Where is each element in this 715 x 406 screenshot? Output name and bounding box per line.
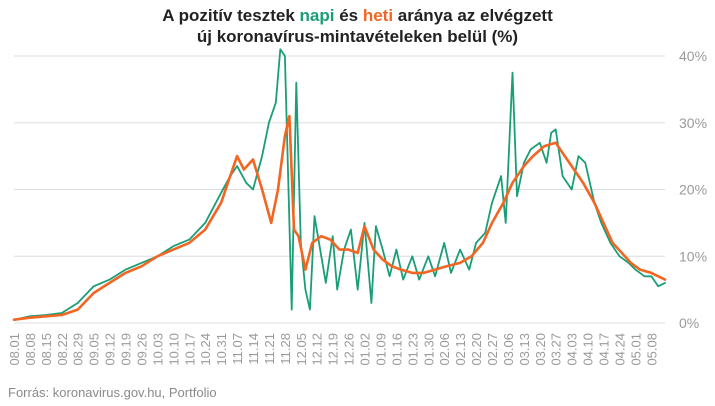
- x-tick-label: 11.14: [246, 333, 261, 365]
- y-tick-label: 10%: [679, 248, 707, 264]
- x-tick-label: 05.08: [644, 333, 659, 366]
- x-tick-label: 04.24: [612, 333, 627, 366]
- chart-title-line1: A pozitív tesztek napi és heti aránya az…: [162, 6, 553, 25]
- x-tick-label: 04.03: [565, 333, 580, 366]
- x-tick-label: 02.13: [453, 333, 468, 366]
- title-heti-word: heti: [362, 6, 394, 25]
- x-tick-label: 10.10: [166, 333, 181, 366]
- x-tick-label: 08.08: [23, 333, 38, 366]
- chart-title-line2: új koronavírus-mintavételeken belül (%): [196, 27, 519, 46]
- x-tick-label: 02.06: [437, 333, 452, 366]
- x-tick-label: 12.19: [326, 333, 341, 366]
- x-tick-label: 04.17: [597, 333, 612, 366]
- x-tick-label: 11.07: [230, 333, 245, 365]
- x-tick-label: 04.10: [581, 333, 596, 366]
- x-tick-label: 11.21: [262, 333, 277, 365]
- x-tick-label: 12.12: [310, 333, 325, 366]
- x-tick-label: 08.01: [7, 333, 22, 366]
- x-tick-label: 01.23: [405, 333, 420, 366]
- title-napi-word: napi: [299, 6, 335, 25]
- x-tick-label: 10.24: [198, 333, 213, 366]
- x-tick-label: 05.01: [628, 333, 643, 366]
- y-tick-label: 40%: [679, 48, 707, 64]
- x-tick-label: 01.16: [389, 333, 404, 366]
- x-tick-label: 02.20: [469, 333, 484, 366]
- x-tick-label: 11.28: [278, 333, 293, 365]
- x-tick-label: 03.06: [501, 333, 516, 366]
- x-tick-label: 09.12: [103, 333, 118, 366]
- x-tick-label: 08.15: [39, 333, 54, 366]
- x-tick-label: 01.02: [358, 333, 373, 366]
- x-tick-label: 10.03: [150, 333, 165, 366]
- source-note: Forrás: koronavirus.gov.hu, Portfolio: [8, 385, 217, 400]
- x-tick-label: 12.05: [294, 333, 309, 366]
- x-tick-label: 09.05: [87, 333, 102, 366]
- x-tick-label: 10.31: [214, 333, 229, 366]
- x-tick-label: 03.20: [533, 333, 548, 366]
- x-tick-label: 03.27: [549, 333, 564, 366]
- x-tick-label: 09.26: [134, 333, 149, 366]
- x-tick-label: 08.29: [71, 333, 86, 366]
- x-tick-label: 01.09: [373, 333, 388, 366]
- x-tick-label: 08.22: [55, 333, 70, 366]
- y-tick-label: 0%: [679, 315, 699, 331]
- x-tick-label: 12.26: [342, 333, 357, 366]
- x-tick-label: 02.27: [485, 333, 500, 366]
- series-line-heti: [12, 114, 667, 322]
- x-tick-label: 09.19: [119, 333, 134, 366]
- y-tick-label: 20%: [679, 182, 707, 198]
- series-line-napi: [13, 48, 666, 321]
- x-tick-label: 01.30: [421, 333, 436, 366]
- x-tick-label: 03.13: [517, 333, 532, 366]
- x-tick-label: 10.17: [182, 333, 197, 366]
- y-tick-label: 30%: [679, 115, 707, 131]
